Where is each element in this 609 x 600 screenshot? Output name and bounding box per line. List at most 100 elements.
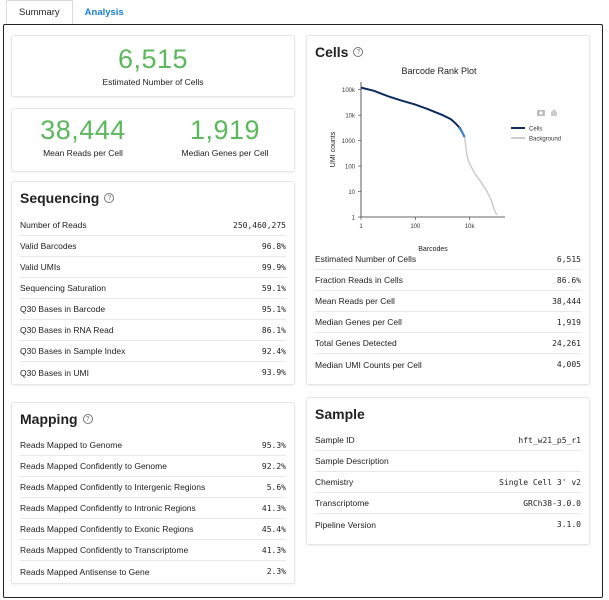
mapping-row-label: Reads Mapped Confidently to Intergenic R… [20,482,206,492]
table-row: Reads Mapped Confidently to Transcriptom… [20,540,286,561]
legend-background-label: Background [529,137,561,143]
mapping-row-value: 2.3% [266,567,286,576]
y-tick-label: 1 [352,216,356,222]
cells-row-value: 38,444 [552,296,581,306]
sequencing-row-label: Q30 Bases in Sample Index [20,346,126,356]
table-row: Reads Mapped Confidently to Intergenic R… [20,477,286,498]
table-row: Number of Reads 250,460,275 [20,215,286,236]
tab-summary[interactable]: Summary [6,0,73,25]
table-row: Pipeline Version 3.1.0 [315,514,581,535]
sequencing-row-label: Valid UMIs [20,262,61,272]
help-icon[interactable]: ? [104,193,115,203]
help-icon[interactable]: ? [82,414,93,424]
table-row: Mean Reads per Cell 38,444 [315,291,581,312]
cells-row-label: Median Genes per Cell [315,317,402,327]
y-axis-label: UMI counts [330,131,337,167]
sequencing-row-value: 92.4% [261,346,286,356]
mapping-row-label: Reads Mapped Confidently to Transcriptom… [20,545,189,555]
mapping-row-value: 45.4% [261,524,286,534]
sequencing-row-value: 95.1% [261,304,286,314]
table-row: Sequencing Saturation 59.1% [20,278,286,299]
barcode-rank-plot: Barcode Rank Plot 1 10 100 1000 10k 100k 1 100 10… [330,66,561,253]
cells-row-label: Total Genes Detected [315,338,397,348]
mapping-row-label: Reads Mapped Antisense to Gene [20,566,150,577]
table-row: Q30 Bases in UMI 93.9% [20,362,286,383]
mapping-title: Mapping [20,411,78,427]
content-frame [3,24,603,598]
sequencing-card: Sequencing ? Number of Reads 250,460,275 V… [11,181,295,385]
cells-title-row: Cells ? [315,44,581,60]
sequencing-row-label: Q30 Bases in RNA Read [20,325,114,335]
legend-cells-label: Cells [529,127,542,133]
estimated-cells-card: 6,515 Estimated Number of Cells [11,35,295,97]
table-row: Reads Mapped Antisense to Gene 2.3% [20,561,286,582]
camera-icon[interactable] [537,110,545,116]
mapping-row-value: 41.3% [261,503,286,513]
x-tick-label: 1 [359,224,363,230]
table-row: Q30 Bases in Barcode 95.1% [20,299,286,320]
sample-row-label: Sample Description [315,456,389,466]
table-row: Reads Mapped Confidently to Genome 92.2% [20,456,286,477]
cells-card: Cells ? Barcode Rank Plot 1 10 100 1000 10k 10… [306,35,590,385]
cells-title: Cells [315,44,349,60]
mapping-table: Reads Mapped to Genome 95.3% Reads Mapped … [20,435,286,582]
median-genes-label: Median Genes per Cell [181,148,269,158]
x-tick-label: 100 [410,224,421,230]
cells-row-value: 6,515 [556,254,581,264]
mean-reads-metric: 38,444 Mean Reads per Cell [12,115,154,158]
sample-row-value: Single Cell 3' v2 [499,477,581,487]
barcode-rank-chart: Barcode Rank Plot 1 10 100 1000 10k 100k 1 100 10… [315,62,583,262]
home-icon[interactable] [551,109,557,116]
cells-row-label: Mean Reads per Cell [315,296,395,306]
table-row: Valid UMIs 99.9% [20,257,286,278]
mapping-row-label: Reads Mapped to Genome [20,440,123,450]
help-icon[interactable]: ? [353,47,364,57]
table-row: Chemistry Single Cell 3' v2 [315,472,581,493]
sequencing-row-value: 99.9% [261,262,286,272]
table-row: Q30 Bases in Sample Index 92.4% [20,341,286,362]
sequencing-title: Sequencing [20,190,100,206]
sample-table: Sample ID hft_w21_p5_r1 Sample Description… [315,430,581,535]
cells-row-label: Estimated Number of Cells [315,254,417,264]
mapping-row-label: Reads Mapped Confidently to Intronic Reg… [20,503,196,513]
sample-row-value: hft_w21_p5_r1 [518,435,581,445]
mapping-card: Mapping ? Reads Mapped to Genome 95.3% Rea… [11,402,295,584]
sequencing-row-value: 59.1% [261,283,286,293]
median-genes-value: 1,919 [189,115,261,145]
mapping-row-label: Reads Mapped Confidently to Exonic Regio… [20,524,194,534]
sequencing-row-value: 93.9% [261,368,286,377]
table-row: Total Genes Detected 24,261 [315,333,581,354]
table-row: Transcriptome GRCh38-3.0.0 [315,493,581,514]
estimated-cells-label: Estimated Number of Cells [102,77,204,87]
mixed-series-line [458,126,466,138]
median-genes-metric: 1,919 Median Genes per Cell [154,115,296,158]
y-tick-label: 1000 [342,139,356,145]
mapping-row-value: 41.3% [261,545,286,555]
table-row: Median UMI Counts per Cell 4,005 [315,354,581,375]
cells-row-label: Median UMI Counts per Cell [315,359,422,370]
sequencing-row-value: 96.8% [261,241,286,251]
reads-genes-card: 38,444 Mean Reads per Cell 1,919 Median … [11,108,295,172]
sequencing-row-label: Valid Barcodes [20,241,77,251]
y-tick-label: 10k [345,114,356,120]
mapping-row-value: 95.3% [261,440,286,450]
cells-row-value: 24,261 [552,338,581,348]
sample-row-label: Chemistry [315,477,354,487]
x-axis-label: Barcodes [418,246,448,253]
table-row: Estimated Number of Cells 6,515 [315,249,581,270]
sequencing-row-label: Sequencing Saturation [20,283,107,293]
tab-bar: Summary Analysis [6,0,136,25]
cells-row-value: 86.6% [556,275,581,285]
table-row: Reads Mapped to Genome 95.3% [20,435,286,456]
table-row: Q30 Bases in RNA Read 86.1% [20,320,286,341]
sequencing-row-value: 250,460,275 [233,220,286,230]
sample-row-label: Transcriptome [315,498,370,508]
sequencing-row-label: Q30 Bases in Barcode [20,304,106,314]
tab-analysis[interactable]: Analysis [84,7,124,18]
sequencing-row-label: Q30 Bases in UMI [20,367,89,378]
chart-title: Barcode Rank Plot [401,66,477,76]
cells-series-line [360,86,466,138]
cells-row-value: 4,005 [556,360,581,369]
sequencing-row-label: Number of Reads [20,220,87,230]
table-row: Median Genes per Cell 1,919 [315,312,581,333]
